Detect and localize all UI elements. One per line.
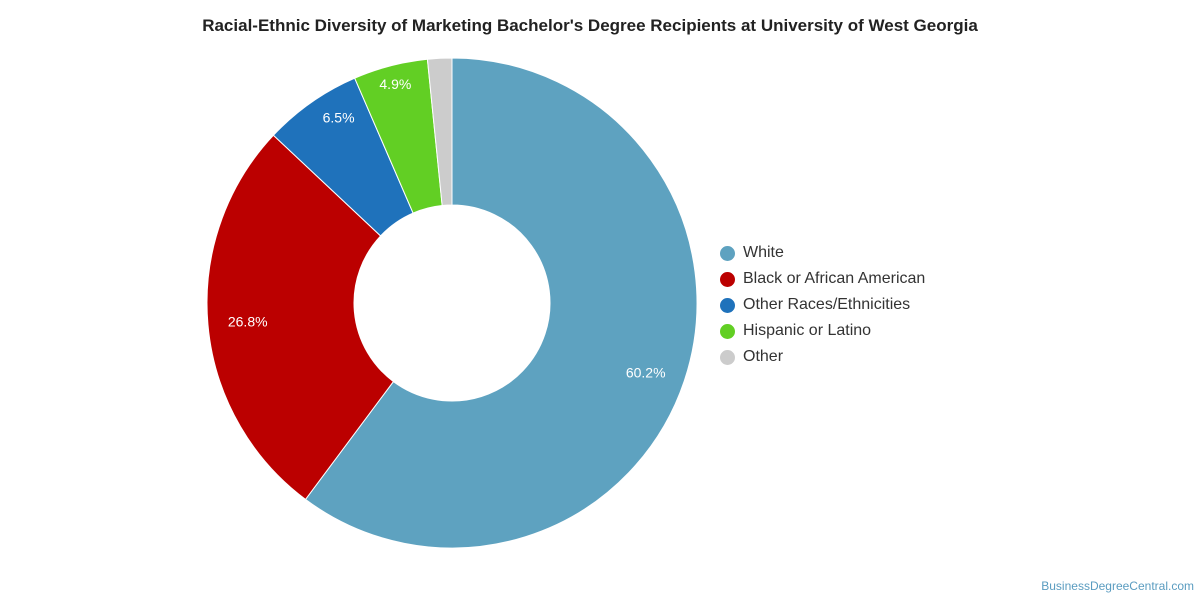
slice-white[interactable] <box>304 57 698 549</box>
slice-black-or-african-american[interactable] <box>206 134 395 501</box>
legend-item-other[interactable]: Other <box>720 344 925 370</box>
legend: White Black or African American Other Race… <box>720 240 925 370</box>
legend-item-white[interactable]: White <box>720 240 925 266</box>
slice-other[interactable] <box>426 57 453 207</box>
legend-label: Other <box>743 348 784 365</box>
chart-title: Racial-Ethnic Diversity of Marketing Bac… <box>202 16 978 35</box>
legend-swatch-icon <box>720 245 735 261</box>
slice-label-black-or-african-american: 26.8% <box>228 313 268 329</box>
legend-item-other-races-ethnicities[interactable]: Other Races/Ethnicities <box>720 292 925 318</box>
slice-label-white: 60.2% <box>626 365 666 381</box>
legend-item-black-or-african-american[interactable]: Black or African American <box>720 266 925 292</box>
legend-item-hispanic-or-latino[interactable]: Hispanic or Latino <box>720 318 925 344</box>
legend-swatch-icon <box>720 349 735 365</box>
donut-slice-labels: 60.2% 26.8% 6.5% 4.9% <box>228 76 666 381</box>
legend-label: Other Races/Ethnicities <box>743 296 911 313</box>
legend-swatch-icon <box>720 271 735 287</box>
slice-label-other-races-ethnicities: 6.5% <box>323 110 355 126</box>
legend-label: Hispanic or Latino <box>743 322 872 339</box>
donut-slices <box>206 57 698 549</box>
legend-swatch-icon <box>720 297 735 313</box>
legend-swatch-icon <box>720 323 735 339</box>
watermark: BusinessDegreeCentral.com <box>1041 579 1194 593</box>
legend-label: Black or African American <box>743 270 926 287</box>
slice-label-hispanic-or-latino: 4.9% <box>379 76 411 92</box>
legend-label: White <box>743 244 784 261</box>
